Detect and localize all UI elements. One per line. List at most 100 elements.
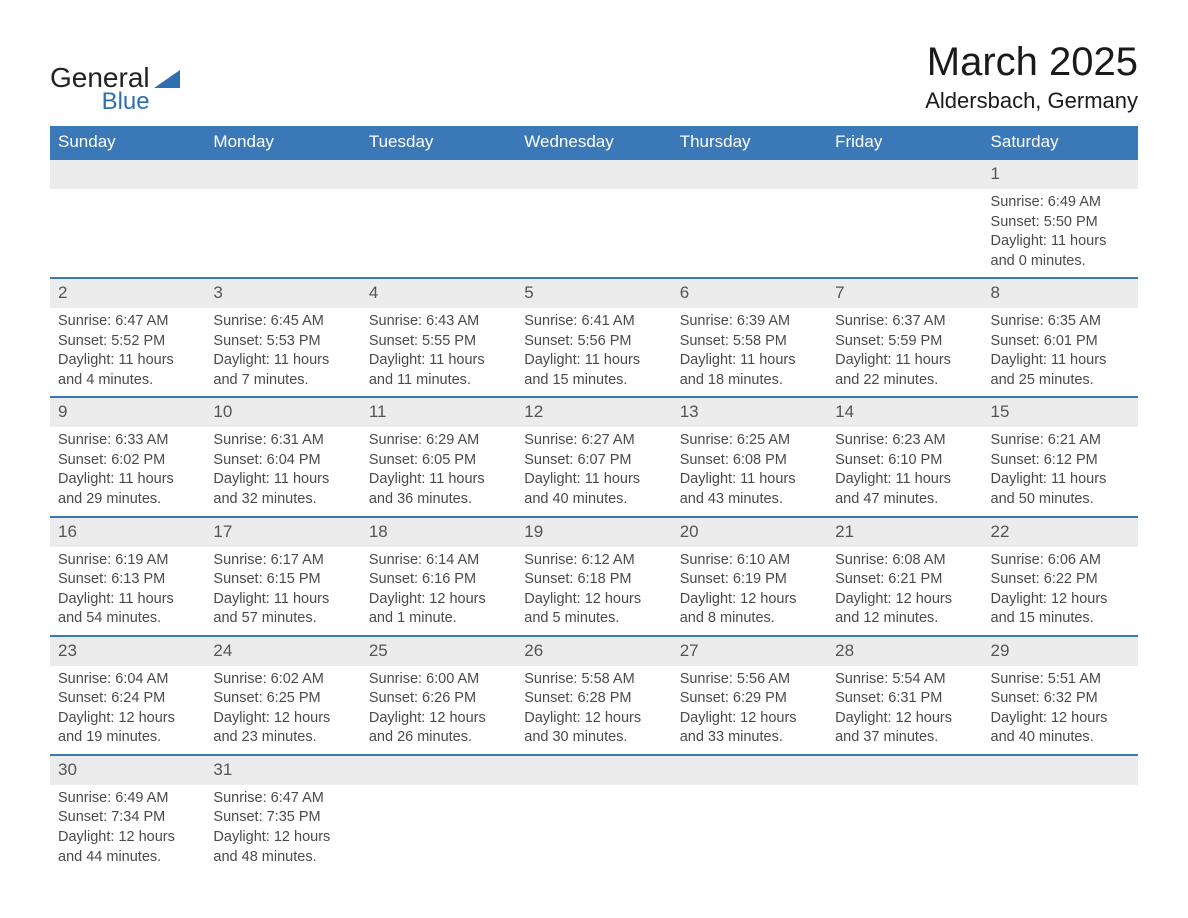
calendar-day-cell bbox=[205, 159, 360, 278]
calendar-day-cell: 19Sunrise: 6:12 AMSunset: 6:18 PMDayligh… bbox=[516, 517, 671, 636]
day-number bbox=[983, 756, 1138, 785]
day-number: 25 bbox=[361, 637, 516, 666]
day-details: Sunrise: 6:49 AMSunset: 7:34 PMDaylight:… bbox=[50, 785, 205, 873]
daylight-line: Daylight: 11 hours and 47 minutes. bbox=[835, 470, 974, 509]
day-details: Sunrise: 6:35 AMSunset: 6:01 PMDaylight:… bbox=[983, 308, 1138, 396]
sunset-line: Sunset: 6:16 PM bbox=[369, 570, 508, 590]
day-details: Sunrise: 6:10 AMSunset: 6:19 PMDaylight:… bbox=[672, 547, 827, 635]
calendar-week-row: 2Sunrise: 6:47 AMSunset: 5:52 PMDaylight… bbox=[50, 278, 1138, 397]
day-details: Sunrise: 6:23 AMSunset: 6:10 PMDaylight:… bbox=[827, 427, 982, 515]
day-number bbox=[361, 756, 516, 785]
day-number: 19 bbox=[516, 518, 671, 547]
daylight-line: Daylight: 11 hours and 43 minutes. bbox=[680, 470, 819, 509]
sunset-line: Sunset: 6:28 PM bbox=[524, 689, 663, 709]
daylight-line: Daylight: 11 hours and 4 minutes. bbox=[58, 351, 197, 390]
col-sunday: Sunday bbox=[50, 126, 205, 159]
day-details: Sunrise: 6:27 AMSunset: 6:07 PMDaylight:… bbox=[516, 427, 671, 515]
day-details: Sunrise: 5:58 AMSunset: 6:28 PMDaylight:… bbox=[516, 666, 671, 754]
daylight-line: Daylight: 12 hours and 40 minutes. bbox=[991, 709, 1130, 748]
sunrise-line: Sunrise: 5:51 AM bbox=[991, 670, 1130, 690]
day-number: 15 bbox=[983, 398, 1138, 427]
day-details: Sunrise: 6:33 AMSunset: 6:02 PMDaylight:… bbox=[50, 427, 205, 515]
sunrise-line: Sunrise: 6:17 AM bbox=[213, 551, 352, 571]
calendar-day-cell: 18Sunrise: 6:14 AMSunset: 6:16 PMDayligh… bbox=[361, 517, 516, 636]
day-number: 27 bbox=[672, 637, 827, 666]
daylight-line: Daylight: 12 hours and 30 minutes. bbox=[524, 709, 663, 748]
sunrise-line: Sunrise: 6:02 AM bbox=[213, 670, 352, 690]
day-number: 10 bbox=[205, 398, 360, 427]
daylight-line: Daylight: 12 hours and 19 minutes. bbox=[58, 709, 197, 748]
sunset-line: Sunset: 6:21 PM bbox=[835, 570, 974, 590]
sunset-line: Sunset: 6:26 PM bbox=[369, 689, 508, 709]
day-number: 4 bbox=[361, 279, 516, 308]
sunrise-line: Sunrise: 6:43 AM bbox=[369, 312, 508, 332]
day-number: 29 bbox=[983, 637, 1138, 666]
day-details: Sunrise: 6:43 AMSunset: 5:55 PMDaylight:… bbox=[361, 308, 516, 396]
sunset-line: Sunset: 6:04 PM bbox=[213, 451, 352, 471]
day-details: Sunrise: 6:00 AMSunset: 6:26 PMDaylight:… bbox=[361, 666, 516, 754]
weekday-header-row: Sunday Monday Tuesday Wednesday Thursday… bbox=[50, 126, 1138, 159]
day-number: 18 bbox=[361, 518, 516, 547]
day-details: Sunrise: 6:47 AMSunset: 5:52 PMDaylight:… bbox=[50, 308, 205, 396]
calendar-day-cell: 11Sunrise: 6:29 AMSunset: 6:05 PMDayligh… bbox=[361, 397, 516, 516]
day-number: 13 bbox=[672, 398, 827, 427]
calendar-week-row: 23Sunrise: 6:04 AMSunset: 6:24 PMDayligh… bbox=[50, 636, 1138, 755]
daylight-line: Daylight: 12 hours and 15 minutes. bbox=[991, 590, 1130, 629]
calendar-day-cell bbox=[361, 159, 516, 278]
sunrise-line: Sunrise: 6:49 AM bbox=[991, 193, 1130, 213]
brand-line2: Blue bbox=[50, 90, 150, 114]
sunrise-line: Sunrise: 5:58 AM bbox=[524, 670, 663, 690]
sunset-line: Sunset: 6:08 PM bbox=[680, 451, 819, 471]
day-number: 31 bbox=[205, 756, 360, 785]
daylight-line: Daylight: 11 hours and 15 minutes. bbox=[524, 351, 663, 390]
daylight-line: Daylight: 11 hours and 54 minutes. bbox=[58, 590, 197, 629]
sunrise-line: Sunrise: 6:41 AM bbox=[524, 312, 663, 332]
sunset-line: Sunset: 6:01 PM bbox=[991, 332, 1130, 352]
day-number bbox=[516, 756, 671, 785]
day-details: Sunrise: 6:29 AMSunset: 6:05 PMDaylight:… bbox=[361, 427, 516, 515]
daylight-line: Daylight: 11 hours and 11 minutes. bbox=[369, 351, 508, 390]
calendar-week-row: 9Sunrise: 6:33 AMSunset: 6:02 PMDaylight… bbox=[50, 397, 1138, 516]
day-details: Sunrise: 5:56 AMSunset: 6:29 PMDaylight:… bbox=[672, 666, 827, 754]
day-number: 30 bbox=[50, 756, 205, 785]
day-details: Sunrise: 6:21 AMSunset: 6:12 PMDaylight:… bbox=[983, 427, 1138, 515]
col-tuesday: Tuesday bbox=[361, 126, 516, 159]
day-details: Sunrise: 6:39 AMSunset: 5:58 PMDaylight:… bbox=[672, 308, 827, 396]
daylight-line: Daylight: 12 hours and 48 minutes. bbox=[213, 828, 352, 867]
calendar-day-cell bbox=[516, 159, 671, 278]
calendar-day-cell: 30Sunrise: 6:49 AMSunset: 7:34 PMDayligh… bbox=[50, 755, 205, 873]
day-number bbox=[672, 756, 827, 785]
calendar-day-cell bbox=[516, 755, 671, 873]
sunset-line: Sunset: 6:31 PM bbox=[835, 689, 974, 709]
day-details: Sunrise: 6:14 AMSunset: 6:16 PMDaylight:… bbox=[361, 547, 516, 635]
day-details: Sunrise: 6:45 AMSunset: 5:53 PMDaylight:… bbox=[205, 308, 360, 396]
day-number: 2 bbox=[50, 279, 205, 308]
day-details: Sunrise: 6:49 AMSunset: 5:50 PMDaylight:… bbox=[983, 189, 1138, 277]
calendar-day-cell: 10Sunrise: 6:31 AMSunset: 6:04 PMDayligh… bbox=[205, 397, 360, 516]
calendar-day-cell bbox=[827, 159, 982, 278]
sunrise-line: Sunrise: 6:12 AM bbox=[524, 551, 663, 571]
day-details: Sunrise: 6:06 AMSunset: 6:22 PMDaylight:… bbox=[983, 547, 1138, 635]
calendar-week-row: 1Sunrise: 6:49 AMSunset: 5:50 PMDaylight… bbox=[50, 159, 1138, 278]
daylight-line: Daylight: 12 hours and 1 minute. bbox=[369, 590, 508, 629]
day-number bbox=[672, 160, 827, 189]
day-number bbox=[50, 160, 205, 189]
sunset-line: Sunset: 6:05 PM bbox=[369, 451, 508, 471]
day-details bbox=[361, 189, 516, 199]
calendar-week-row: 16Sunrise: 6:19 AMSunset: 6:13 PMDayligh… bbox=[50, 517, 1138, 636]
calendar-day-cell: 23Sunrise: 6:04 AMSunset: 6:24 PMDayligh… bbox=[50, 636, 205, 755]
daylight-line: Daylight: 11 hours and 50 minutes. bbox=[991, 470, 1130, 509]
calendar-week-row: 30Sunrise: 6:49 AMSunset: 7:34 PMDayligh… bbox=[50, 755, 1138, 873]
day-details bbox=[983, 785, 1138, 795]
day-details bbox=[516, 785, 671, 795]
day-details: Sunrise: 6:12 AMSunset: 6:18 PMDaylight:… bbox=[516, 547, 671, 635]
day-details: Sunrise: 5:51 AMSunset: 6:32 PMDaylight:… bbox=[983, 666, 1138, 754]
daylight-line: Daylight: 12 hours and 44 minutes. bbox=[58, 828, 197, 867]
calendar-day-cell: 17Sunrise: 6:17 AMSunset: 6:15 PMDayligh… bbox=[205, 517, 360, 636]
daylight-line: Daylight: 11 hours and 36 minutes. bbox=[369, 470, 508, 509]
day-details: Sunrise: 6:41 AMSunset: 5:56 PMDaylight:… bbox=[516, 308, 671, 396]
day-number: 16 bbox=[50, 518, 205, 547]
col-friday: Friday bbox=[827, 126, 982, 159]
day-details: Sunrise: 6:37 AMSunset: 5:59 PMDaylight:… bbox=[827, 308, 982, 396]
day-number: 12 bbox=[516, 398, 671, 427]
